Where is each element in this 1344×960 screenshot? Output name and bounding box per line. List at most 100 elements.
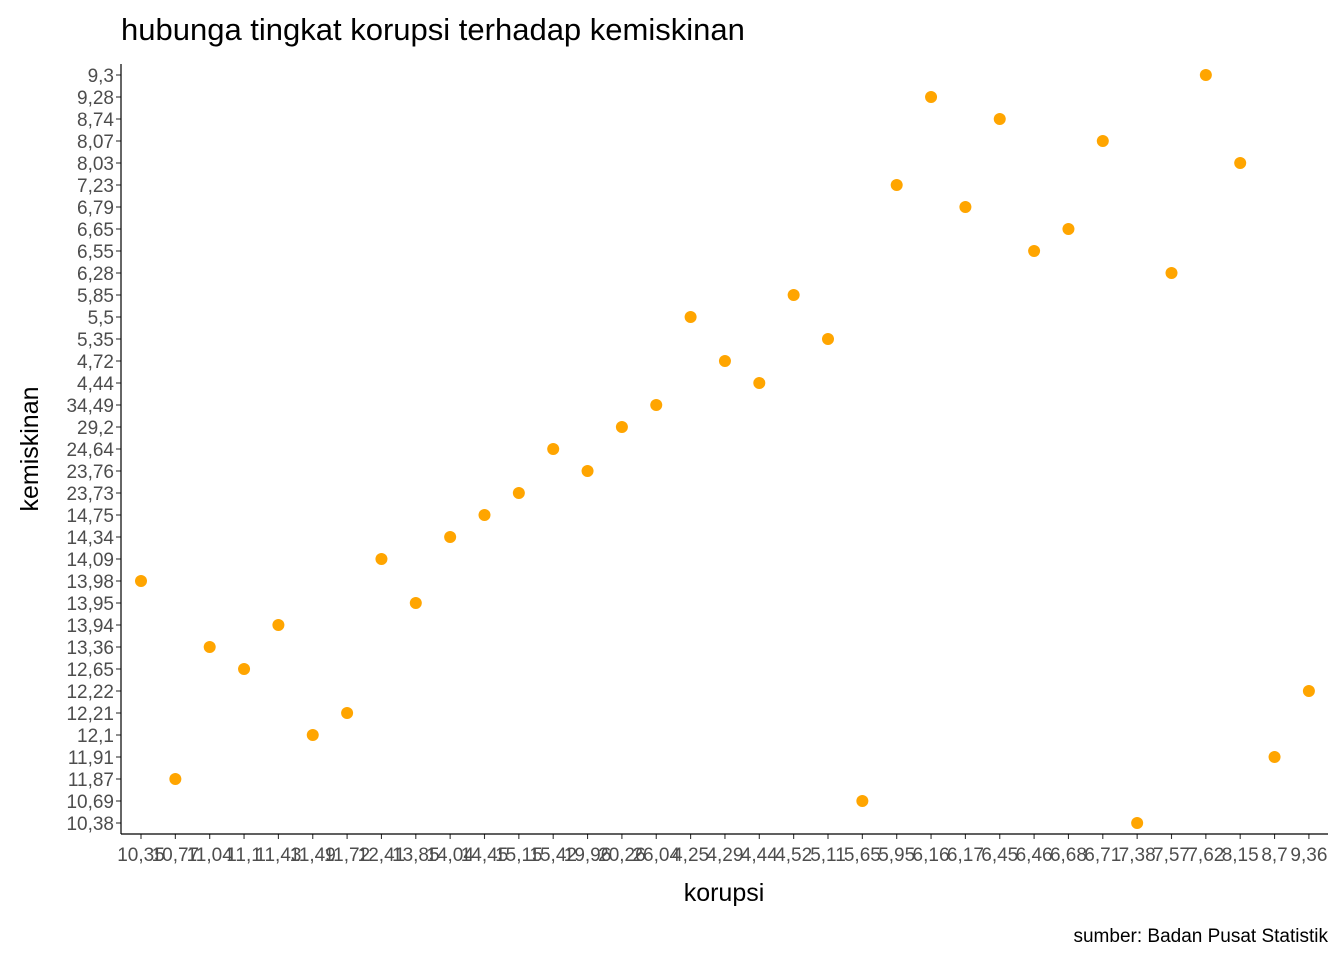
y-tick-label: 6,28: [77, 264, 114, 285]
data-point: [478, 509, 491, 521]
x-tick-label: 10,77: [152, 845, 200, 866]
x-tick-label: 8,7: [1261, 845, 1287, 866]
y-tick-label: 7,23: [77, 176, 114, 197]
x-tick-label: 20,26: [598, 845, 646, 866]
x-tick-label: 6,17: [947, 845, 984, 866]
y-tick-label: 4,44: [77, 374, 114, 395]
y-tick-label: 6,65: [77, 220, 114, 241]
y-tick-label: 4,72: [77, 352, 114, 373]
y-tick-label: 23,73: [66, 484, 114, 505]
data-point: [547, 443, 560, 455]
data-point: [1302, 685, 1315, 697]
y-tick-label: 11,87: [68, 770, 114, 791]
y-tick-label: 13,36: [66, 638, 114, 659]
y-axis: 10,3810,6911,8711,9112,112,2112,2212,651…: [66, 66, 121, 835]
x-tick-label: 12,41: [358, 845, 406, 866]
data-point: [856, 795, 869, 807]
y-tick-label: 14,34: [66, 528, 114, 549]
data-point: [512, 487, 525, 499]
y-tick-label: 13,94: [66, 616, 114, 637]
x-tick-label: 5,65: [844, 845, 881, 866]
y-tick-label: 13,98: [66, 572, 114, 593]
x-axis: 10,3510,7711,0411,111,4311,4911,7212,411…: [117, 834, 1327, 866]
y-tick-label: 6,55: [77, 242, 114, 263]
y-tick-label: 10,38: [66, 814, 114, 835]
data-point: [1062, 223, 1075, 235]
y-tick-label: 12,22: [66, 682, 114, 703]
data-point: [169, 773, 182, 785]
y-tick-label: 8,07: [77, 132, 114, 153]
y-tick-label: 5,35: [77, 330, 114, 351]
y-tick-label: 6,79: [77, 198, 114, 219]
data-point: [409, 597, 422, 609]
data-point: [615, 421, 628, 433]
data-point: [925, 91, 938, 103]
x-tick-label: 5,11: [810, 845, 846, 866]
data-point: [375, 553, 388, 565]
y-tick-label: 12,21: [66, 704, 114, 725]
x-tick-label: 10,35: [117, 845, 165, 866]
data-point: [890, 179, 903, 191]
x-tick-label: 14,45: [461, 845, 509, 866]
y-tick-label: 9,3: [88, 66, 114, 87]
data-point: [1028, 245, 1041, 257]
x-tick-label: 19,96: [564, 845, 612, 866]
x-tick-label: 7,38: [1119, 845, 1156, 866]
data-point: [1096, 135, 1109, 147]
y-tick-label: 12,65: [66, 660, 114, 681]
x-tick-label: 14,04: [426, 845, 474, 866]
x-tick-label: 13,85: [392, 845, 440, 866]
x-tick-label: 11,43: [255, 845, 301, 866]
y-tick-label: 34,49: [66, 396, 114, 417]
data-point: [650, 399, 663, 411]
x-tick-label: 6,68: [1050, 845, 1087, 866]
chart-title: hubunga tingkat korupsi terhadap kemiski…: [121, 12, 745, 47]
x-tick-label: 4,25: [672, 845, 709, 866]
data-point: [1234, 157, 1247, 169]
x-tick-label: 11,49: [290, 845, 336, 866]
x-tick-label: 7,57: [1153, 845, 1190, 866]
x-tick-label: 26,04: [632, 845, 680, 866]
data-point: [272, 619, 285, 631]
x-tick-label: 11,04: [187, 845, 234, 866]
x-tick-label: 9,36: [1290, 845, 1327, 866]
data-point: [993, 113, 1006, 125]
y-tick-label: 24,64: [66, 440, 114, 461]
chart-caption: sumber: Badan Pusat Statistik: [1073, 926, 1328, 947]
data-point: [581, 465, 594, 477]
x-tick-label: 6,16: [913, 845, 950, 866]
x-tick-label: 11,72: [324, 845, 370, 866]
data-point: [684, 311, 697, 323]
data-point: [787, 289, 800, 301]
x-tick-label: 8,15: [1222, 845, 1259, 866]
x-tick-label: 15,15: [495, 845, 543, 866]
y-axis-title: kemiskinan: [16, 386, 44, 511]
data-point: [822, 333, 834, 345]
y-tick-label: 5,5: [88, 308, 114, 329]
y-tick-label: 9,28: [77, 88, 114, 109]
data-points: [135, 69, 1315, 829]
y-tick-label: 29,2: [77, 418, 114, 439]
data-point: [718, 355, 731, 367]
data-point: [1165, 267, 1178, 279]
x-tick-label: 5,95: [878, 845, 915, 866]
data-point: [238, 663, 251, 675]
data-point: [203, 641, 216, 653]
x-tick-label: 7,62: [1187, 845, 1224, 866]
y-tick-label: 8,03: [77, 154, 114, 175]
x-tick-label: 6,46: [1016, 845, 1053, 866]
data-point: [1268, 751, 1281, 763]
y-tick-label: 14,09: [66, 550, 114, 571]
y-tick-label: 13,95: [66, 594, 114, 615]
y-tick-label: 12,1: [77, 726, 114, 747]
data-point: [444, 531, 457, 543]
x-tick-label: 6,45: [981, 845, 1018, 866]
data-point: [341, 707, 354, 719]
y-tick-label: 14,75: [66, 506, 114, 527]
y-tick-label: 5,85: [77, 286, 114, 307]
x-tick-label: 4,29: [706, 845, 743, 866]
x-axis-title: korupsi: [684, 879, 765, 907]
x-tick-label: 6,71: [1084, 845, 1121, 866]
x-tick-label: 15,42: [529, 845, 577, 866]
